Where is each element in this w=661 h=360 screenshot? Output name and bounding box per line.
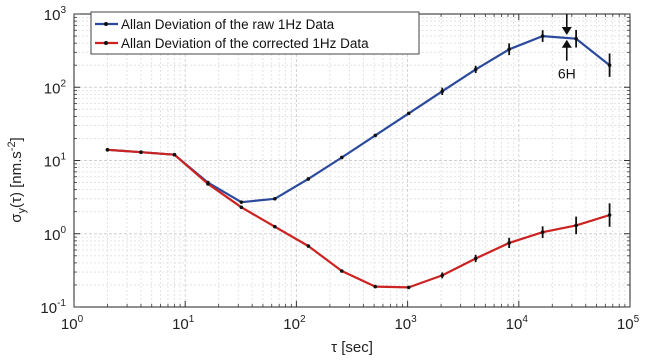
series-line-1 bbox=[107, 148, 610, 289]
data-point bbox=[540, 230, 545, 234]
legend-label-corrected: Allan Deviation of the corrected 1Hz Dat… bbox=[121, 36, 369, 51]
data-point bbox=[507, 47, 511, 52]
y-label-middle: (τ) [nm.s bbox=[8, 151, 25, 208]
annotation-arrow-up-head bbox=[561, 39, 572, 48]
x-tick-exponent: 4 bbox=[522, 314, 528, 325]
data-point bbox=[473, 256, 478, 261]
y-tick-base: 10 bbox=[44, 80, 61, 97]
y-tick-label: 101 bbox=[44, 152, 67, 171]
data-point bbox=[507, 241, 511, 245]
x-tick-label: 105 bbox=[617, 314, 640, 333]
data-point bbox=[574, 36, 578, 41]
data-point bbox=[273, 197, 277, 201]
data-point bbox=[440, 273, 445, 278]
data-point bbox=[373, 284, 378, 289]
legend: Allan Deviation of the raw 1Hz Data Alla… bbox=[90, 11, 420, 55]
x-tick-exponent: 0 bbox=[78, 314, 84, 325]
data-point bbox=[473, 67, 478, 72]
data-point bbox=[607, 213, 612, 217]
legend-box bbox=[90, 11, 420, 55]
y-tick-exponent: 0 bbox=[60, 225, 66, 236]
series-layer bbox=[105, 29, 612, 290]
y-tick-label: 100 bbox=[44, 225, 67, 244]
annotation-arrow-down-head bbox=[561, 27, 572, 36]
x-tick-base: 10 bbox=[617, 316, 634, 333]
data-point bbox=[239, 200, 244, 204]
data-point bbox=[206, 182, 210, 186]
x-tick-base: 10 bbox=[506, 316, 523, 333]
x-tick-exponent: 5 bbox=[634, 314, 640, 325]
x-tick-label: 104 bbox=[506, 314, 529, 333]
x-tick-labels: 100 101 102 103 104 105 bbox=[61, 314, 640, 333]
data-point bbox=[540, 34, 545, 38]
data-point bbox=[339, 269, 344, 273]
legend-marker-corrected bbox=[104, 41, 108, 45]
data-point bbox=[172, 152, 177, 157]
annotation-label: 6H bbox=[558, 66, 576, 82]
x-tick-label: 100 bbox=[61, 314, 84, 333]
x-tick-exponent: 2 bbox=[300, 314, 306, 325]
y-label-suffix: ] bbox=[8, 137, 25, 141]
annotation-6h: 6H bbox=[558, 14, 576, 82]
y-tick-base: 10 bbox=[44, 154, 61, 171]
y-tick-exponent: 1 bbox=[60, 152, 66, 163]
y-tick-exponent: 3 bbox=[60, 5, 66, 16]
y-tick-label: 102 bbox=[44, 78, 67, 97]
data-point bbox=[574, 223, 578, 228]
x-tick-base: 10 bbox=[61, 316, 78, 333]
data-point bbox=[306, 244, 311, 248]
legend-label-raw: Allan Deviation of the raw 1Hz Data bbox=[121, 17, 335, 32]
y-label-prefix: σ bbox=[8, 213, 25, 223]
y-label-sub: y bbox=[16, 207, 28, 213]
y-axis-label: σy(τ) [nm.s-2] bbox=[6, 137, 28, 222]
data-point bbox=[139, 150, 143, 154]
x-tick-exponent: 3 bbox=[411, 314, 417, 325]
data-point bbox=[607, 63, 612, 67]
y-tick-label: 103 bbox=[44, 5, 67, 24]
y-tick-exponent: -1 bbox=[57, 298, 66, 309]
x-tick-exponent: 1 bbox=[189, 314, 195, 325]
data-point bbox=[105, 147, 110, 152]
data-point bbox=[306, 177, 311, 181]
x-tick-base: 10 bbox=[172, 316, 189, 333]
y-label-sup: -2 bbox=[6, 141, 18, 151]
data-point bbox=[239, 205, 244, 210]
data-point bbox=[440, 89, 445, 94]
y-tick-base: 10 bbox=[44, 7, 61, 24]
legend-marker-raw bbox=[104, 22, 108, 26]
x-tick-label: 101 bbox=[172, 314, 195, 333]
y-tick-exponent: 2 bbox=[60, 78, 66, 89]
data-point bbox=[273, 224, 277, 229]
data-point bbox=[373, 133, 378, 138]
y-tick-base: 10 bbox=[40, 300, 57, 317]
data-point bbox=[406, 111, 411, 116]
y-tick-base: 10 bbox=[44, 227, 61, 244]
data-point bbox=[406, 285, 411, 290]
x-tick-label: 102 bbox=[283, 314, 306, 333]
x-axis-label: τ [sec] bbox=[331, 339, 373, 356]
data-point bbox=[339, 155, 344, 160]
x-tick-base: 10 bbox=[394, 316, 411, 333]
x-tick-base: 10 bbox=[283, 316, 300, 333]
x-tick-label: 103 bbox=[394, 314, 417, 333]
y-tick-label: 10-1 bbox=[40, 298, 66, 317]
